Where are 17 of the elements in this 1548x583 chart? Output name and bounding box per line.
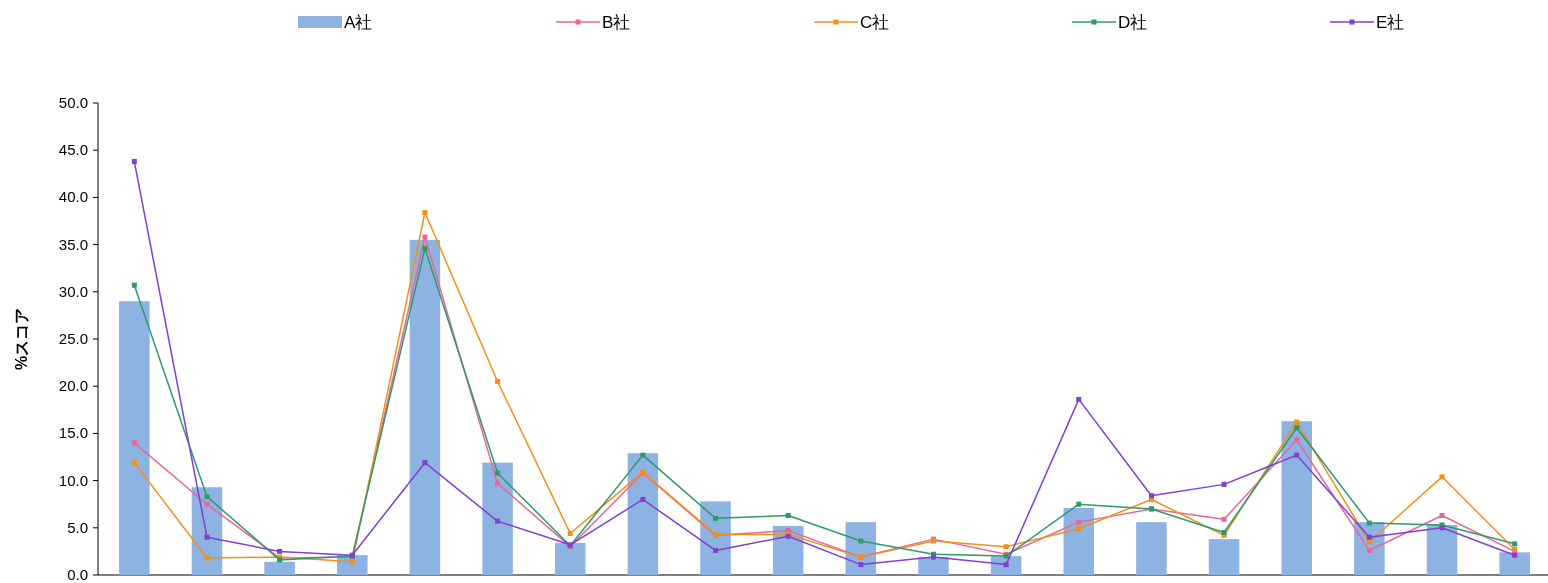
legend-label: A社 — [344, 13, 373, 32]
legend-label: E社 — [1376, 13, 1405, 32]
y-tick-label: 40.0 — [58, 188, 88, 206]
y-tick-label: 0.0 — [67, 566, 88, 583]
y-tick-label: 50.0 — [58, 94, 88, 111]
y-tick-label: 20.0 — [58, 377, 88, 395]
y-tick-label: 45.0 — [58, 141, 88, 159]
legend-label: C社 — [860, 13, 890, 32]
y-tick-label: 25.0 — [58, 330, 88, 347]
y-tick-label: 5.0 — [67, 518, 88, 536]
legend-label: D社 — [1118, 13, 1148, 32]
y-axis-title: %スコア — [13, 307, 30, 371]
legend-label: B社 — [602, 13, 631, 32]
y-tick-label: 10.0 — [58, 471, 88, 489]
y-tick-label: 30.0 — [58, 282, 88, 300]
y-tick-label: 15.0 — [58, 424, 88, 442]
y-tick-label: 35.0 — [58, 235, 88, 253]
